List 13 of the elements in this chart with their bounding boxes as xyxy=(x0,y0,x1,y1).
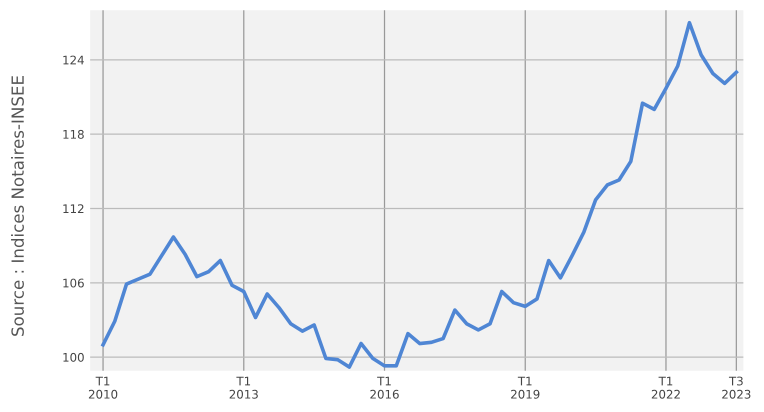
line-series xyxy=(101,20,738,369)
y-tick-label: 124 xyxy=(63,56,84,64)
y-tick-label: 112 xyxy=(63,204,84,213)
x-tick-label: T1 2022 xyxy=(652,376,680,399)
x-tick-label: T1 2010 xyxy=(88,376,118,399)
y-tick-label: 118 xyxy=(63,130,84,139)
source-note: Source : Indices Notaires-INSEE xyxy=(11,76,24,336)
x-tick-label: T1 2013 xyxy=(230,376,258,399)
y-tick-label: 106 xyxy=(63,278,84,288)
x-tick-label: T3 2023 xyxy=(722,376,750,399)
y-tick-label: 100 xyxy=(63,352,84,362)
x-tick-label: T1 2016 xyxy=(370,376,399,399)
x-tick-label: T1 2019 xyxy=(511,376,540,399)
